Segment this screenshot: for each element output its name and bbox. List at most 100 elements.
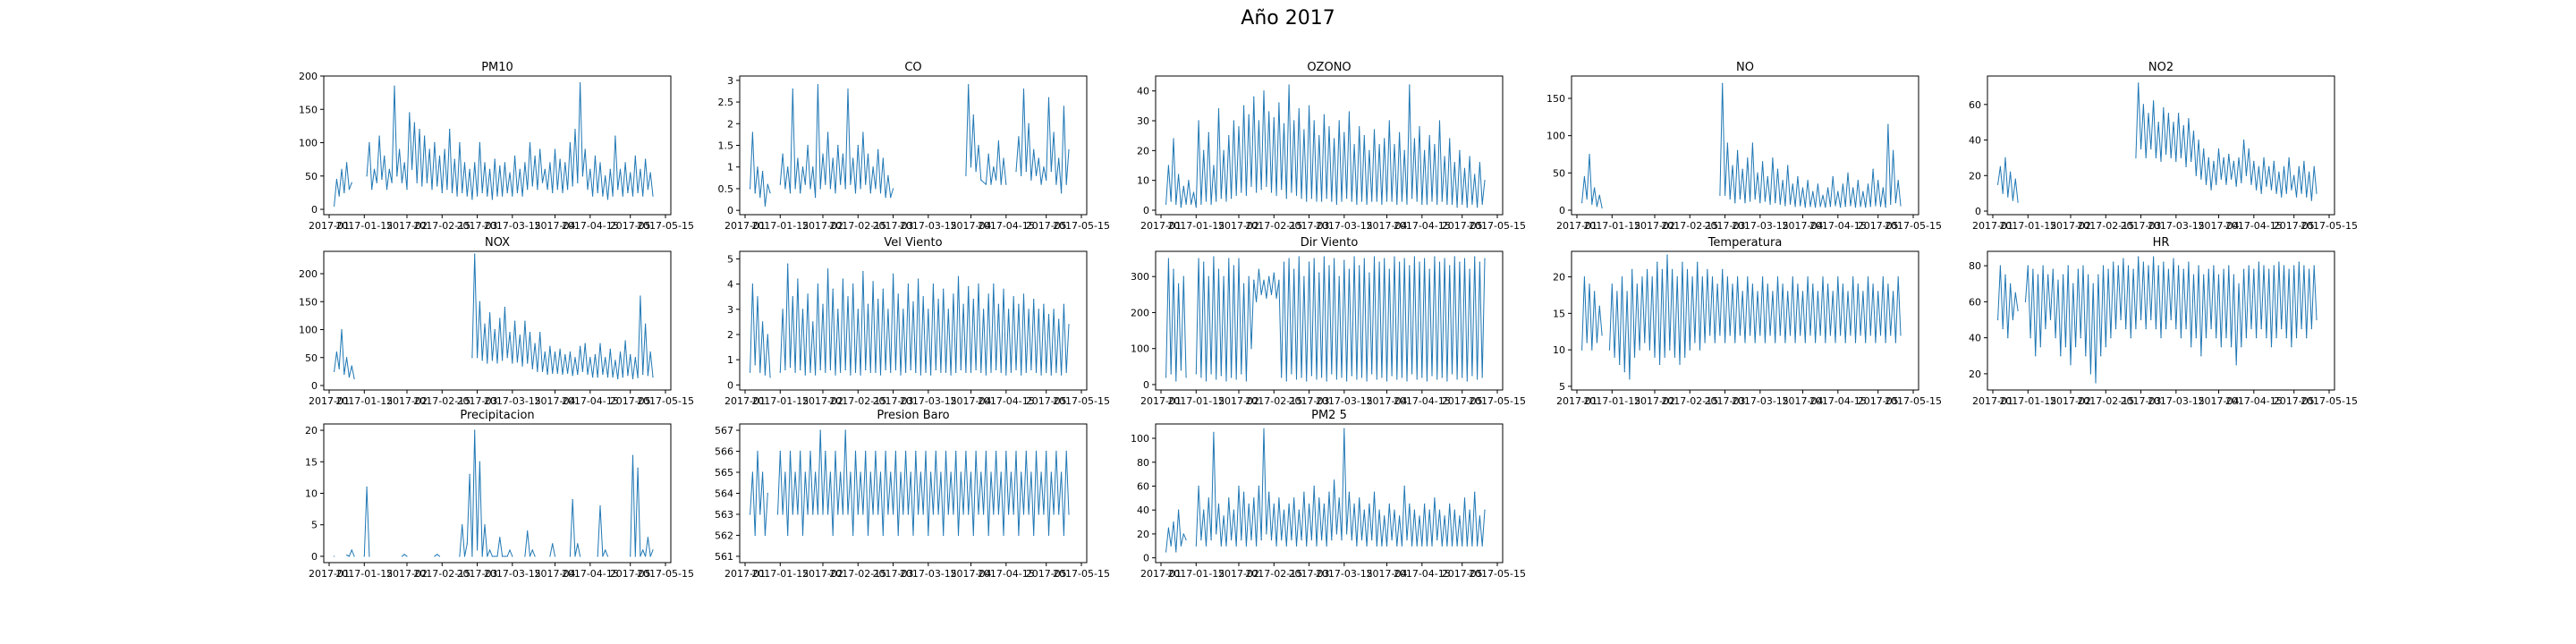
data-point xyxy=(1055,371,1057,373)
x-tick-label: 2017-02-15 xyxy=(1661,220,1718,232)
data-point xyxy=(1035,371,1038,373)
data-point xyxy=(537,189,538,191)
data-point xyxy=(1200,539,1202,541)
data-point xyxy=(2160,160,2162,162)
data-point xyxy=(1346,380,1348,382)
data-point xyxy=(832,157,834,159)
data-point xyxy=(1182,533,1184,535)
x-tick-label: 2017-03 xyxy=(1289,568,1330,580)
data-point xyxy=(2180,157,2182,159)
data-point xyxy=(1426,380,1428,382)
data-point xyxy=(968,84,970,86)
data-point xyxy=(609,348,611,350)
y-tick-label: 100 xyxy=(299,325,318,336)
data-point xyxy=(1368,272,1370,274)
data-point xyxy=(2120,318,2122,321)
x-tick-label: 2017-05-15 xyxy=(1885,220,1942,232)
data-point xyxy=(1043,166,1045,168)
data-point xyxy=(1434,497,1436,499)
data-point xyxy=(1807,180,1809,182)
data-point xyxy=(1238,126,1240,128)
data-point xyxy=(825,183,826,185)
data-point xyxy=(644,555,647,557)
data-point xyxy=(1195,545,1197,547)
data-point xyxy=(807,144,809,147)
data-point xyxy=(972,534,974,537)
data-point xyxy=(2238,157,2240,159)
data-point xyxy=(993,513,995,515)
data-point xyxy=(1626,291,1628,292)
x-tick-label: 2017-03-15 xyxy=(1316,568,1373,580)
data-point xyxy=(1426,545,1428,547)
data-point xyxy=(869,192,871,194)
data-point xyxy=(943,534,945,537)
data-point xyxy=(562,373,564,376)
data-point xyxy=(2306,337,2308,339)
data-point xyxy=(801,534,804,537)
data-point xyxy=(2004,157,2006,159)
data-point xyxy=(825,450,826,453)
data-point xyxy=(496,195,498,197)
data-point xyxy=(2175,160,2177,162)
data-point xyxy=(1897,180,1899,182)
data-point xyxy=(1298,256,1300,258)
data-point xyxy=(438,155,441,157)
data-point xyxy=(2270,346,2273,348)
data-point xyxy=(624,340,626,342)
data-point xyxy=(1022,513,1025,515)
data-point xyxy=(919,471,922,473)
data-point xyxy=(1661,268,1664,270)
data-point xyxy=(1278,497,1280,499)
data-point xyxy=(499,537,501,538)
data-point xyxy=(919,374,922,376)
data-point xyxy=(1018,136,1020,138)
data-point xyxy=(398,148,401,150)
subplot-pm10: PM100501001502002017-012017-01-152017-02… xyxy=(299,61,694,232)
data-point xyxy=(1068,148,1070,150)
data-point xyxy=(890,471,892,473)
data-point xyxy=(1015,369,1017,371)
x-tick-label: 2017-03 xyxy=(1289,395,1330,407)
data-point xyxy=(1416,545,1418,547)
y-tick-label: 150 xyxy=(299,104,318,115)
data-point xyxy=(1263,90,1265,92)
data-point xyxy=(381,178,383,181)
series-line xyxy=(334,162,352,207)
data-point xyxy=(1832,175,1834,178)
data-point xyxy=(900,471,902,473)
x-tick-label: 2017-05 xyxy=(610,395,651,407)
data-point xyxy=(403,162,405,164)
data-point xyxy=(2235,364,2237,366)
data-point xyxy=(1225,380,1227,382)
data-point xyxy=(1331,539,1333,541)
data-point xyxy=(1381,203,1383,205)
y-tick-label: 100 xyxy=(1546,131,1565,142)
data-point xyxy=(481,555,483,557)
data-point xyxy=(2213,160,2215,162)
data-point xyxy=(1253,279,1255,281)
data-point xyxy=(496,362,498,364)
data-point xyxy=(1371,373,1373,375)
x-tick-label: 2017-02-15 xyxy=(2077,220,2134,232)
data-point xyxy=(1065,371,1067,373)
x-tick-label: 2017-04-15 xyxy=(562,395,619,407)
data-point xyxy=(1278,279,1280,281)
y-tick-label: 3 xyxy=(727,304,733,316)
data-point xyxy=(2281,196,2283,198)
data-point xyxy=(1676,275,1678,278)
subplot-nox: NOX0501001502002017-012017-01-152017-022… xyxy=(299,236,694,407)
y-tick-label: 1.5 xyxy=(718,140,734,152)
data-point xyxy=(348,555,351,557)
data-point xyxy=(1228,135,1230,137)
data-point xyxy=(426,182,428,183)
data-point xyxy=(1213,256,1215,258)
data-point xyxy=(488,549,491,551)
data-point xyxy=(1887,123,1889,125)
data-point xyxy=(1734,342,1736,343)
data-point xyxy=(564,162,566,164)
data-point xyxy=(1295,545,1298,547)
x-tick-label: 2017-01 xyxy=(1140,395,1182,407)
data-point xyxy=(1208,275,1209,277)
x-tick-label: 2017-05 xyxy=(1026,568,1067,580)
